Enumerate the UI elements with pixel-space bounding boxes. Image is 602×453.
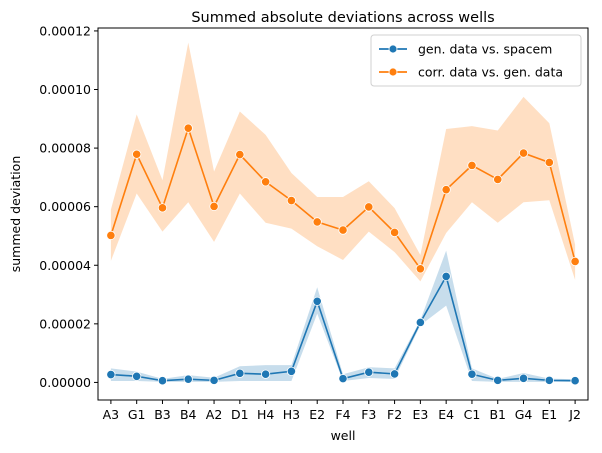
data-point	[364, 202, 374, 212]
legend: gen. data vs. spacem corr. data vs. gen.…	[370, 34, 582, 87]
x-tick-label: E3	[412, 407, 428, 422]
data-point	[338, 374, 348, 384]
x-tick-label: D1	[231, 407, 249, 422]
x-tick-label: F2	[387, 407, 402, 422]
data-point	[312, 296, 322, 306]
x-axis-label: well	[331, 428, 356, 443]
data-point	[106, 369, 116, 380]
x-tick-label: G4	[515, 407, 533, 422]
legend-marker-1	[388, 67, 398, 77]
data-point	[389, 227, 400, 238]
y-tick-label: 0.00012	[39, 23, 91, 38]
series-line-0	[110, 274, 576, 382]
data-point	[209, 375, 219, 385]
data-point	[518, 148, 529, 158]
data-point	[570, 256, 580, 267]
data-point	[183, 123, 193, 133]
x-tick-label: H3	[283, 407, 300, 422]
series-markers	[106, 123, 580, 386]
x-tick-label: J2	[568, 407, 581, 422]
x-tick-label: F4	[335, 407, 350, 422]
data-point	[209, 201, 219, 211]
y-axis: 0.00000 0.00002 0.00004 0.00006 0.00008 0.000…	[39, 23, 98, 390]
data-point	[286, 195, 297, 206]
data-point	[183, 374, 193, 384]
legend-label-0: gen. data vs. spacem	[418, 42, 552, 57]
confidence-band-0	[110, 250, 576, 382]
legend-marker-0	[388, 44, 398, 54]
chart-title: Summed absolute deviations across wells	[191, 10, 494, 26]
x-tick-label: E4	[438, 407, 454, 422]
y-axis-label: summed deviation	[8, 156, 23, 273]
data-point	[441, 185, 451, 195]
data-point	[544, 375, 554, 385]
data-point	[132, 149, 142, 159]
data-point	[415, 317, 425, 327]
data-point	[570, 376, 580, 386]
x-tick-label: H4	[257, 407, 274, 422]
y-tick-label: 0.00004	[39, 258, 91, 273]
data-point	[106, 230, 116, 240]
data-point	[235, 368, 245, 378]
x-axis: A3 G1 B3 B4 A2 D1 H4 H3 E2 F4 F3 F2 E3 E4 C1 B1 G4 E1 J2	[103, 400, 581, 422]
data-point	[493, 375, 503, 385]
y-tick-label: 0.00010	[39, 82, 91, 97]
data-point	[364, 367, 374, 377]
data-point	[493, 174, 503, 185]
x-tick-label: E2	[309, 407, 325, 422]
y-tick-label: 0.00008	[39, 141, 91, 156]
x-tick-label: F3	[361, 407, 376, 422]
data-point	[441, 271, 451, 281]
y-tick-label: 0.00002	[39, 316, 91, 331]
legend-label-1: corr. data vs. gen. data	[418, 65, 563, 80]
x-tick-label: G1	[128, 407, 146, 422]
data-point	[157, 376, 168, 386]
x-tick-label: B1	[489, 407, 506, 422]
x-tick-label: A3	[103, 407, 120, 422]
x-tick-label: A2	[206, 407, 223, 422]
data-point	[415, 264, 425, 274]
y-tick-label: 0.00000	[39, 375, 91, 390]
y-tick-label: 0.00006	[39, 199, 91, 214]
x-tick-label: C1	[464, 407, 481, 422]
data-point	[467, 369, 477, 379]
data-point	[157, 203, 168, 213]
data-point	[389, 369, 400, 379]
data-point	[261, 369, 271, 379]
data-point	[467, 160, 477, 170]
data-point	[235, 149, 245, 160]
x-tick-label: E1	[541, 407, 557, 422]
x-tick-label: B4	[180, 407, 197, 422]
x-tick-label: B3	[154, 407, 171, 422]
data-point	[132, 371, 142, 381]
data-point	[286, 366, 297, 376]
data-point	[261, 177, 271, 187]
confidence-bands	[110, 42, 576, 382]
legend-box	[370, 34, 582, 87]
data-point	[338, 225, 348, 235]
data-point	[544, 157, 554, 168]
data-point	[518, 373, 529, 383]
data-point	[312, 217, 322, 227]
